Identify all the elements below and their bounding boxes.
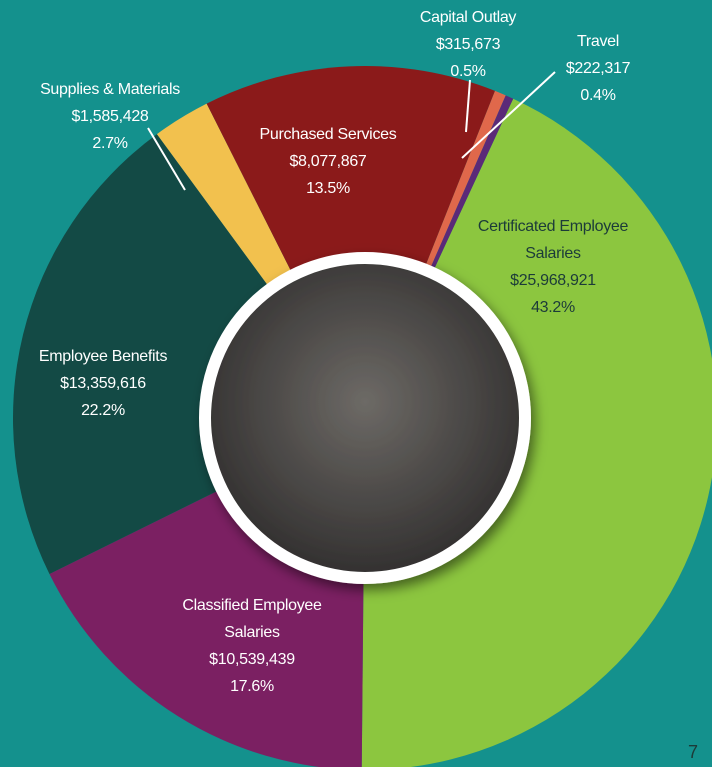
page-number: 7 bbox=[687, 742, 698, 762]
share-label: 13.5% bbox=[306, 180, 350, 197]
leader-line bbox=[147, 127, 186, 191]
category-name: Travel bbox=[576, 33, 620, 50]
share-label: 17.6% bbox=[230, 678, 274, 695]
slice-label: Purchased Services $8,077,867 13.5% bbox=[228, 121, 428, 202]
slice-label: Capital Outlay $315,673 0.5% bbox=[368, 4, 568, 85]
center-photo bbox=[199, 252, 531, 584]
share-label: 43.2% bbox=[531, 299, 575, 316]
value-label: $8,077,867 bbox=[289, 153, 367, 170]
pie-slice bbox=[206, 66, 496, 418]
value-label: $222,317 bbox=[565, 60, 631, 77]
share-label: 0.4% bbox=[580, 87, 616, 104]
slice-label: Employee Benefits $13,359,616 22.2% bbox=[3, 343, 203, 424]
leader-line bbox=[461, 71, 556, 159]
pie-slice bbox=[361, 98, 712, 767]
category-name: Employee Benefits bbox=[38, 348, 168, 365]
leaders bbox=[147, 71, 556, 191]
share-label: 0.5% bbox=[450, 63, 486, 80]
share-label: 2.7% bbox=[92, 135, 128, 152]
category-name: Supplies & Materials bbox=[40, 81, 180, 98]
pie-slice bbox=[13, 134, 366, 574]
category-name: Purchased Services bbox=[259, 126, 397, 143]
slice-label: Supplies & Materials $1,585,428 2.7% bbox=[10, 76, 210, 157]
category-name: Certificated Employee Salaries bbox=[477, 218, 629, 262]
category-name: Capital Outlay bbox=[419, 9, 517, 26]
slice-label: Classified Employee Salaries $10,539,439 1… bbox=[172, 592, 332, 700]
value-label: $315,673 bbox=[435, 36, 501, 53]
share-label: 22.2% bbox=[81, 402, 125, 419]
value-label: $25,968,921 bbox=[510, 272, 596, 289]
value-label: $10,539,439 bbox=[209, 651, 295, 668]
slice-label: Travel $222,317 0.4% bbox=[538, 28, 658, 109]
leader-line bbox=[465, 79, 471, 133]
category-name: Classified Employee Salaries bbox=[182, 597, 322, 641]
slice-label: Certificated Employee Salaries $25,968,92… bbox=[473, 213, 633, 321]
value-label: $13,359,616 bbox=[60, 375, 146, 392]
value-label: $1,585,428 bbox=[71, 108, 149, 125]
